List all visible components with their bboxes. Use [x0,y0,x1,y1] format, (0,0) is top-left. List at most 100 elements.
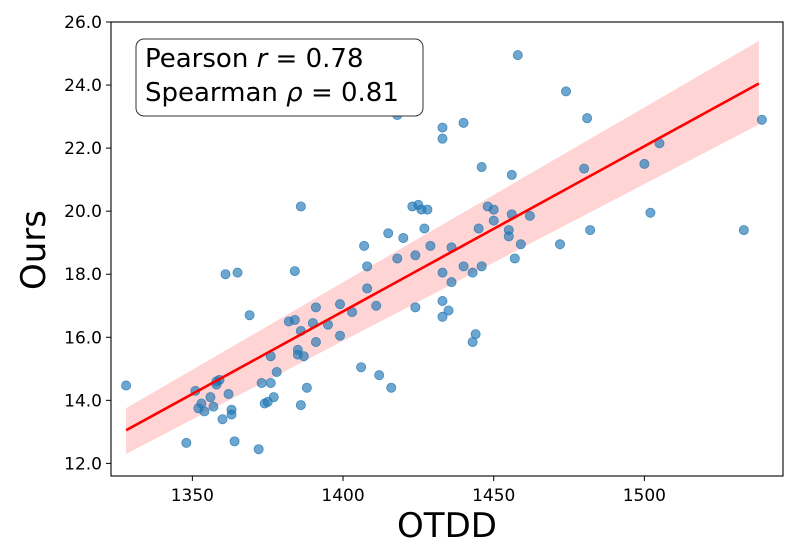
y-tick-label: 16.0 [64,328,102,348]
data-point [220,269,231,280]
pearson-label: Pearson [145,44,257,74]
data-point [121,380,132,391]
data-point [386,382,397,393]
confidence-band-layer [126,40,759,454]
y-axis-ticks: 12.0 14.0 16.0 18.0 20.0 22.0 24.0 26.0 [64,13,111,474]
pearson-annotation: Pearson r = 0.78 [145,44,364,74]
confidence-band [126,40,759,454]
data-point [310,302,321,313]
data-point [488,215,499,226]
data-point [437,267,448,278]
data-point [458,261,469,272]
data-point [298,351,309,362]
data-point [437,133,448,144]
data-point [268,392,279,403]
y-axis-title: Ours [14,210,54,290]
data-point [383,228,394,239]
x-tick-label: 1400 [321,486,364,506]
data-point [437,122,448,133]
data-point [738,225,749,236]
spearman-label: Spearman [145,78,286,108]
data-point [425,240,436,251]
data-point [579,163,590,174]
data-point [503,231,514,242]
data-point [335,299,346,310]
data-point [362,261,373,272]
data-point [506,169,517,180]
data-point [371,300,382,311]
data-point [392,253,403,264]
data-point [524,210,535,221]
data-point [509,253,520,264]
data-point [458,117,469,128]
data-point [271,366,282,377]
data-point [229,436,240,447]
data-point [555,239,566,250]
scatter-points-layer [121,50,767,455]
stats-annotation-box: Pearson r = 0.78 Spearman ρ = 0.81 [135,38,424,117]
data-point [512,50,523,61]
data-point [639,158,650,169]
data-point [561,86,572,97]
y-tick-label: 12.0 [64,454,102,474]
data-point [244,310,255,321]
data-point [756,114,767,125]
data-point [437,311,448,322]
data-point [582,113,593,124]
data-point [443,305,454,316]
data-point [253,444,264,455]
y-tick-label: 24.0 [64,76,102,96]
data-point [232,267,243,278]
data-point [362,283,373,294]
data-point [181,437,192,448]
data-point [199,406,210,417]
data-point [295,201,306,212]
pearson-symbol: r [257,44,270,74]
x-axis-ticks: 1350 1400 1450 1500 [171,476,666,506]
data-point [467,267,478,278]
data-point [398,232,409,243]
spearman-symbol: ρ [286,78,303,108]
spearman-annotation: Spearman ρ = 0.81 [145,78,399,108]
y-tick-label: 14.0 [64,391,102,411]
y-tick-label: 18.0 [64,265,102,285]
y-tick-label: 20.0 [64,202,102,222]
data-point [217,414,228,425]
data-point [410,250,421,261]
data-point [295,400,306,411]
data-point [515,239,526,250]
data-point [410,302,421,313]
data-point [476,162,487,173]
data-point [208,401,219,412]
spearman-value: = 0.81 [303,78,399,108]
data-point [256,377,267,388]
data-point [289,314,300,325]
y-tick-label: 26.0 [64,13,102,33]
data-point [473,223,484,234]
x-tick-label: 1500 [623,486,666,506]
data-point [645,207,656,218]
x-axis-title: OTDD [397,506,497,546]
data-point [446,277,457,288]
data-point [356,362,367,373]
data-point [470,329,481,340]
stats-box-frame [135,38,424,117]
data-point [585,225,596,236]
x-tick-label: 1450 [472,486,515,506]
data-point [476,261,487,272]
y-tick-label: 22.0 [64,139,102,159]
pearson-value: = 0.78 [267,44,363,74]
data-point [226,409,237,420]
regression-line [125,82,760,432]
data-point [488,204,499,215]
data-point [289,266,300,277]
data-point [374,370,385,381]
data-point [437,296,448,307]
data-point [265,377,276,388]
data-point [422,204,433,215]
data-point [205,392,216,403]
data-point [223,389,234,400]
data-point [335,330,346,341]
x-tick-label: 1350 [171,486,214,506]
